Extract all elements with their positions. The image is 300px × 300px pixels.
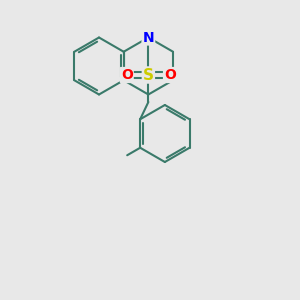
Text: N: N [142, 31, 154, 44]
Text: S: S [143, 68, 154, 82]
Text: O: O [164, 68, 176, 82]
Text: O: O [121, 68, 133, 82]
